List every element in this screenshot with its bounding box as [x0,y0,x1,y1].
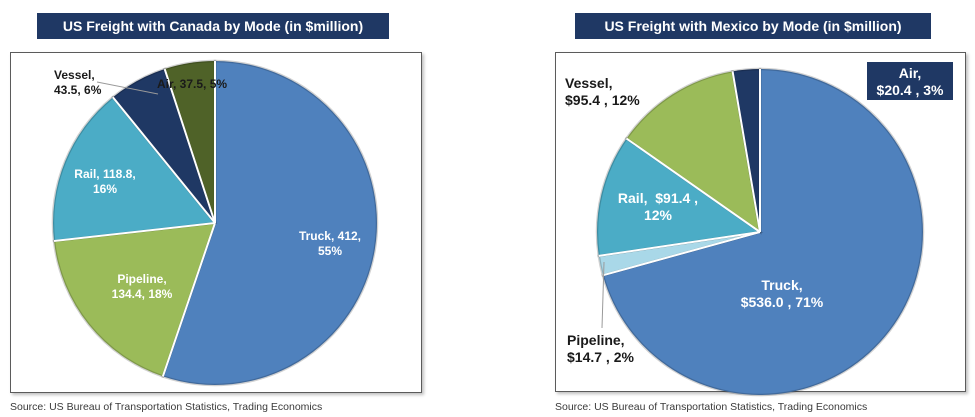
canada-slice-separator [161,222,216,377]
mexico-data-label-pipeline: $14.7 , 2% [567,349,634,365]
canada-slice-pipeline [54,223,216,377]
canada-source-note: Source: US Bureau of Transportation Stat… [10,401,323,413]
canada-chart-title: US Freight with Canada by Mode (in $mill… [37,13,389,39]
mexico-slice-truck-edge [601,67,925,397]
mexico-leader-line-pipeline [601,261,605,329]
canada-slice-truck-edge [161,59,379,387]
canada-data-label-air: Air, 37.5, 5% [157,77,227,91]
mexico-data-label-air: $20.4 , 3% [877,82,944,98]
mexico-slice-truck [602,69,923,395]
canada-slice-separator [53,222,216,243]
canada-slice-rail [53,97,215,242]
mexico-slice-separator [598,231,761,257]
mexico-data-label-rail: Rail, $91.4 , [618,190,698,206]
canada-data-label-pipeline: 134.4, 18% [112,287,173,301]
mexico-slice-rail-edge [595,136,764,258]
canada-slice-truck [162,61,377,386]
mexico-chart-title: US Freight with Mexico by Mode (in $mill… [575,13,931,39]
mexico-data-label-vessel: Vessel, [565,75,613,91]
mexico-data-label-truck: $536.0 , 71% [741,294,824,310]
mexico-slice-separator [602,231,761,277]
mexico-source-note: Source: US Bureau of Transportation Stat… [555,401,868,413]
mexico-data-label-air: Air, [899,65,922,81]
mexico-data-label-pipeline: Pipeline, [567,332,625,348]
canada-slice-pipeline-edge [52,221,217,378]
mexico-slice-separator [731,71,761,233]
canada-data-label-truck: 55% [318,244,342,258]
mexico-data-label-vessel: $95.4 , 12% [565,92,640,108]
mexico-data-label-rail: 12% [644,207,673,223]
canada-slice-separator [112,96,216,224]
canada-data-label-vessel: Vessel, [54,68,95,82]
canada-data-label-rail: Rail, 118.8, [74,167,135,181]
canada-data-label-truck: Truck, 412, [299,229,361,243]
canada-data-label-rail: 16% [93,182,117,196]
mexico-slice-rail [597,138,760,256]
canada-data-label-vessel: 43.5, 6% [54,83,102,97]
mexico-slice-vessel [626,71,760,232]
canada-data-label-pipeline: Pipeline, [117,272,166,286]
mexico-data-label-truck: Truck, [761,277,802,293]
canada-slice-separator [163,68,216,224]
canada-leader-line-vessel [96,81,159,95]
mexico-label-box-air [867,62,953,100]
mexico-slice-separator [625,137,761,233]
canada-slice-rail-edge [51,95,218,243]
mexico-slice-vessel-edge [624,69,762,235]
canada-slice-vessel [112,69,215,223]
